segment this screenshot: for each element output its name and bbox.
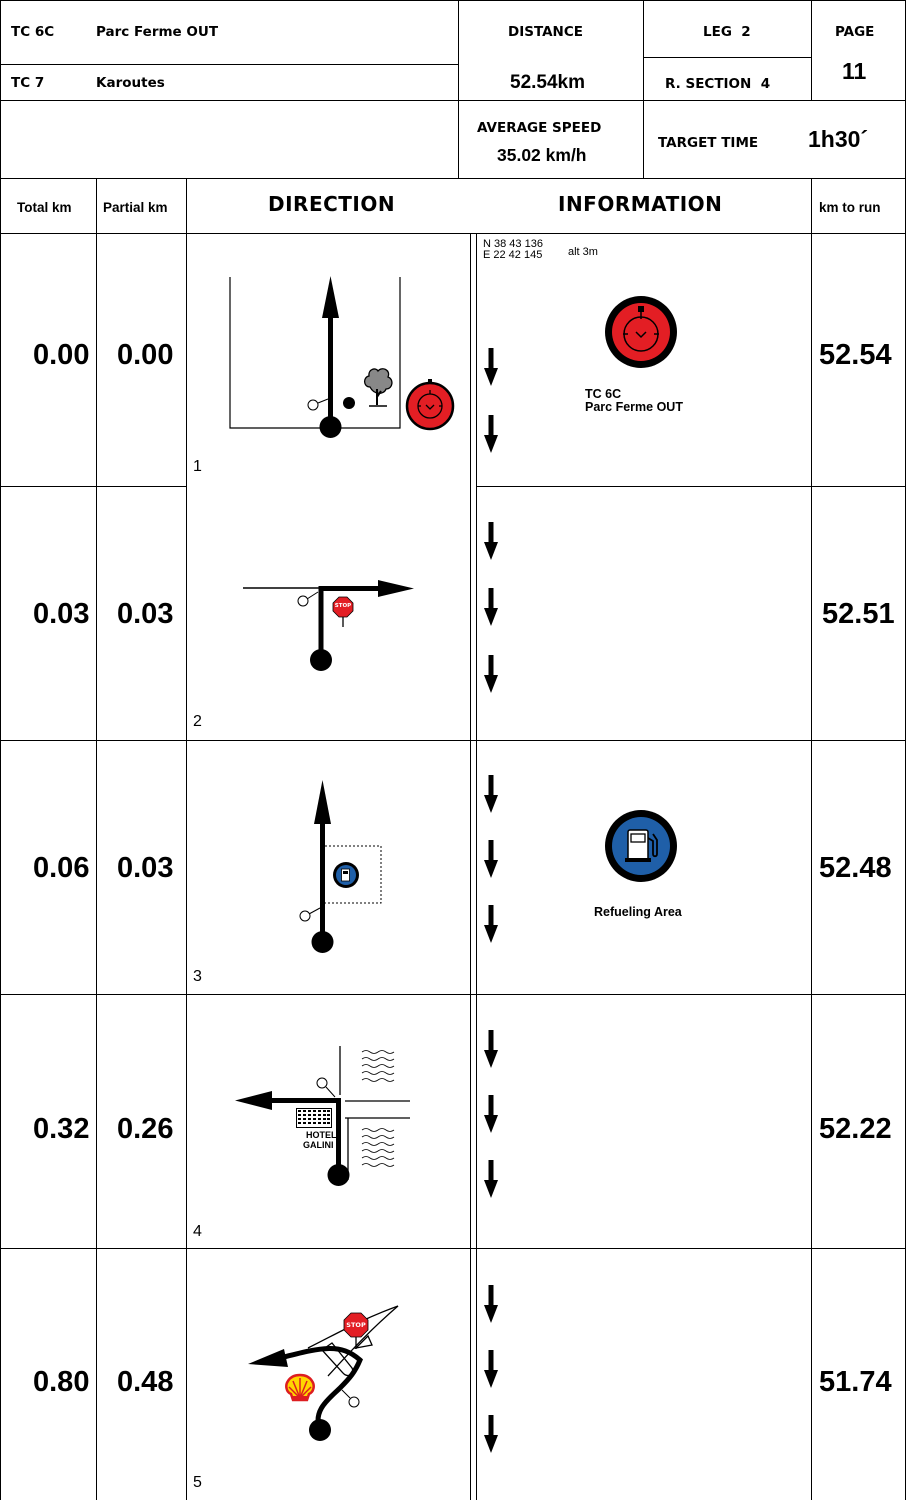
distance-value: 52.54km — [510, 72, 586, 93]
hotel-building-icon — [296, 1108, 332, 1128]
row-3-info-label: Refueling Area — [594, 905, 682, 919]
shell-logo-icon — [285, 1373, 315, 1402]
row-5-to-run: 51.74 — [819, 1366, 892, 1398]
average-speed-value: 35.02 km/h — [497, 145, 587, 165]
stop-sign-text: STOP — [334, 603, 352, 609]
stop-sign-icon: STOP — [332, 596, 354, 627]
tc-from-name: Parc Ferme OUT — [96, 24, 219, 40]
leg-label: LEG 2 — [703, 24, 751, 40]
stop-sign-text: STOP — [346, 1321, 366, 1329]
row-1-to-run: 52.54 — [819, 339, 892, 371]
hotel-label-2: GALINI — [303, 1140, 334, 1150]
tc-from-code: TC 6C — [11, 24, 55, 40]
col-total-km: Total km — [17, 200, 72, 215]
tc-to-name: Karoutes — [96, 75, 165, 91]
fuel-pump-icon — [605, 810, 677, 882]
tree-icon — [363, 368, 393, 407]
row-2-partial: 0.03 — [117, 598, 174, 630]
row-4-to-run: 52.22 — [819, 1113, 892, 1145]
col-partial-km: Partial km — [103, 200, 168, 215]
stopwatch-icon — [605, 296, 677, 368]
row-5-number: 5 — [193, 1474, 202, 1491]
fuel-pump-icon — [333, 862, 359, 888]
coords-n: N 38 43 136 — [483, 238, 543, 250]
row-1-info-label-2: Parc Ferme OUT — [585, 400, 683, 414]
row-4-total: 0.32 — [33, 1113, 90, 1145]
row-2-number: 2 — [193, 713, 202, 730]
row-1-info-label-1: TC 6C — [585, 387, 622, 401]
row-1-total: 0.00 — [33, 339, 90, 371]
row-4-number: 4 — [193, 1223, 202, 1240]
stopwatch-icon — [405, 379, 455, 431]
row-3-partial: 0.03 — [117, 852, 174, 884]
target-time-value: 1h30´ — [808, 126, 869, 152]
altitude: alt 3m — [568, 246, 598, 258]
row-5-partial: 0.48 — [117, 1366, 174, 1398]
row-2-to-run: 52.51 — [822, 598, 895, 630]
row-1-number: 1 — [193, 458, 202, 475]
row-3-number: 3 — [193, 968, 202, 985]
page-number: 11 — [842, 58, 867, 84]
row-4-partial: 0.26 — [117, 1113, 174, 1145]
row-3-to-run: 52.48 — [819, 852, 892, 884]
col-km-to-run: km to run — [819, 200, 881, 215]
row-1-partial: 0.00 — [117, 339, 174, 371]
target-time-label: TARGET TIME — [658, 135, 759, 151]
average-speed-label: AVERAGE SPEED — [477, 120, 602, 136]
coords-e: E 22 42 145 — [483, 249, 543, 261]
col-information: INFORMATION — [558, 192, 723, 216]
page-label: PAGE — [835, 24, 875, 40]
row-2-total: 0.03 — [33, 598, 90, 630]
section-label: R. SECTION 4 — [665, 76, 771, 92]
tc-to-code: TC 7 — [11, 75, 45, 91]
row-5-total: 0.80 — [33, 1366, 90, 1398]
stop-sign-icon: STOP — [343, 1312, 369, 1349]
row-3-total: 0.06 — [33, 852, 90, 884]
distance-label: DISTANCE — [508, 24, 583, 40]
hotel-label-1: HOTEL — [306, 1130, 337, 1140]
col-direction: DIRECTION — [268, 192, 396, 216]
